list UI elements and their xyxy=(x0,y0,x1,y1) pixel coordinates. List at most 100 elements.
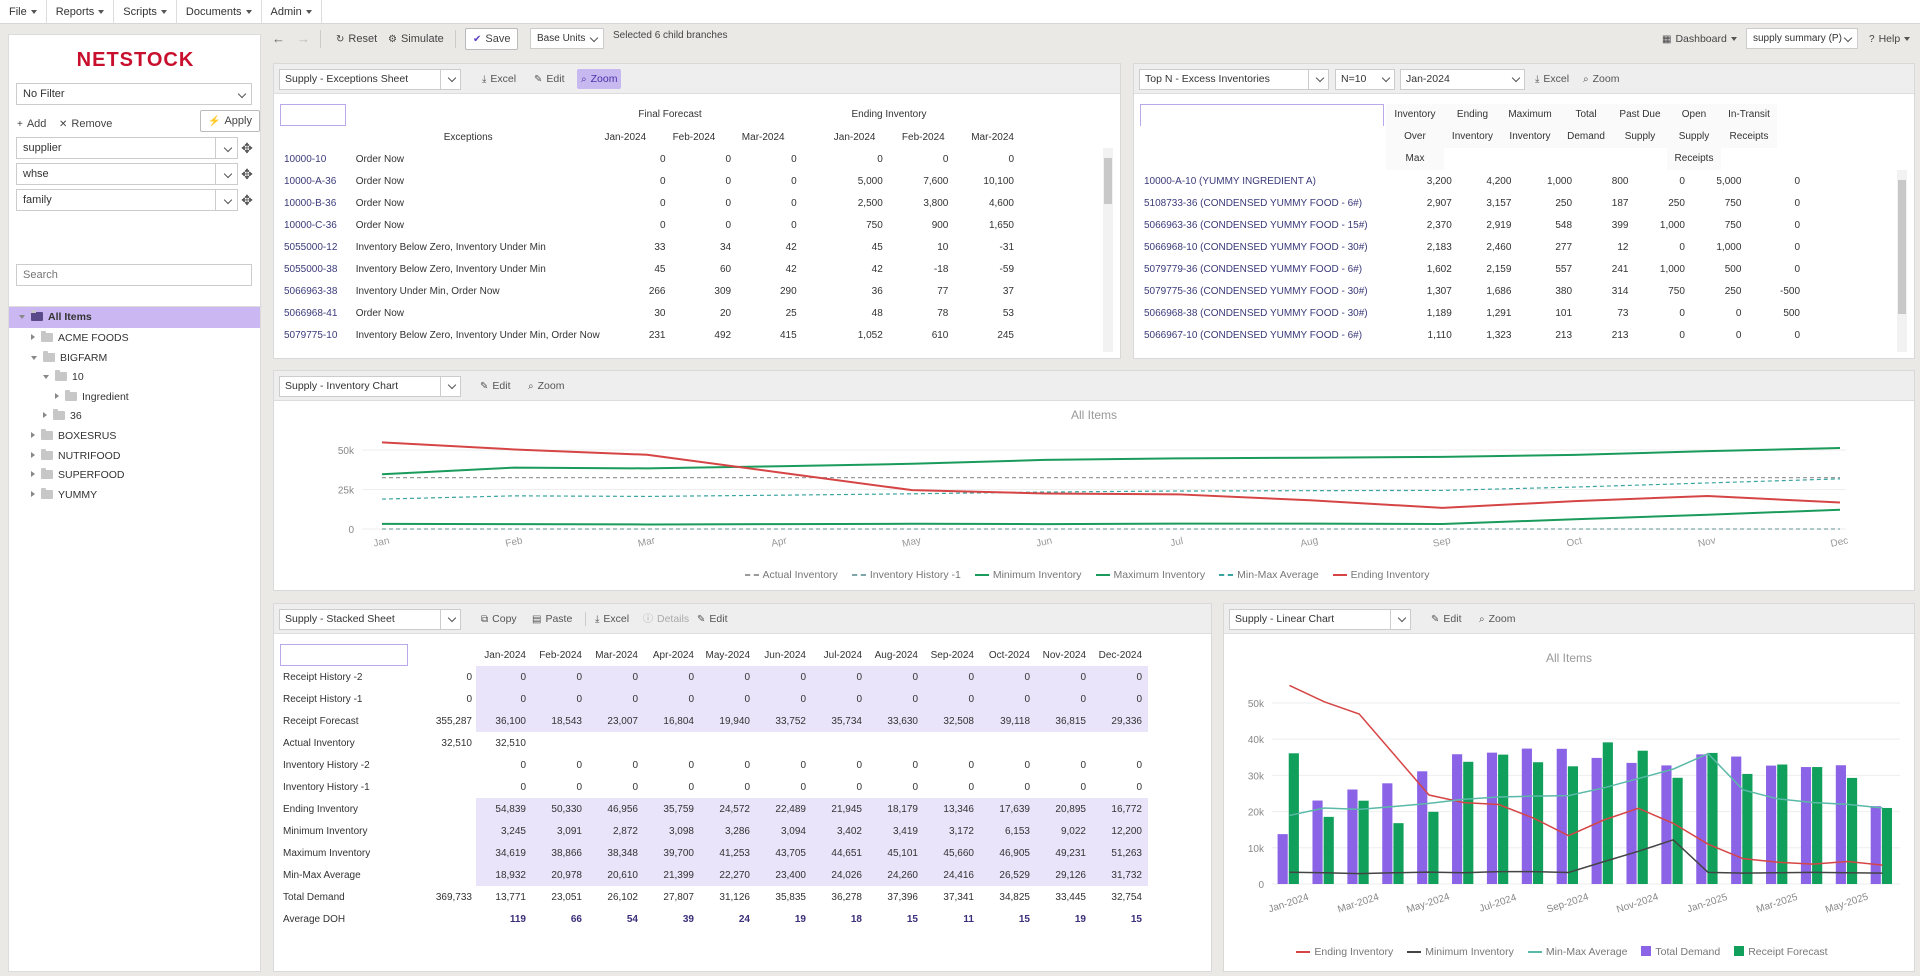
table-cell[interactable]: 0 xyxy=(476,688,532,710)
tree-node[interactable]: 10 xyxy=(43,368,84,387)
table-cell[interactable]: 0 xyxy=(576,781,582,793)
table-cell[interactable]: 0 xyxy=(856,759,862,771)
edit-button[interactable]: ✎ Edit xyxy=(476,376,514,396)
table-row[interactable]: Actual Inventory 32,510 32,510 xyxy=(280,732,1148,754)
table-cell[interactable]: 0 xyxy=(576,759,582,771)
table-cell[interactable]: 0 xyxy=(912,759,918,771)
table-row[interactable]: Total Demand 369,733 13,771 23,051 26,102 27,… xyxy=(280,886,1148,908)
table-row[interactable]: 5108733-36 (CONDENSED YUMMY FOOD - 6#) 2,… xyxy=(1140,192,1806,214)
table-cell[interactable]: 3,094 xyxy=(756,820,812,842)
tree-node[interactable]: ACME FOODS xyxy=(31,329,129,348)
table-cell[interactable]: 22,270 xyxy=(700,864,756,886)
excel-button[interactable]: ⤓ Excel xyxy=(478,69,520,89)
add-button[interactable]: + Add xyxy=(17,113,46,135)
topn-count-select[interactable]: N=10 xyxy=(1335,69,1395,90)
table-cell[interactable]: 0 xyxy=(1036,666,1092,688)
item-code[interactable]: 5055000-12 xyxy=(284,241,338,253)
tree-node[interactable]: Ingredient xyxy=(55,388,129,407)
menu-reports[interactable]: Reports xyxy=(47,0,115,24)
table-cell[interactable]: 17,639 xyxy=(980,798,1036,820)
table-cell[interactable] xyxy=(980,732,1036,754)
table-cell[interactable]: 0 xyxy=(756,688,812,710)
table-cell[interactable]: 36,278 xyxy=(831,891,862,903)
dimension-select-supplier[interactable]: supplier xyxy=(16,137,238,159)
item-name[interactable]: 5108733-36 (CONDENSED YUMMY FOOD - 6#) xyxy=(1144,197,1363,209)
topn-view-select[interactable]: Top N - Excess Inventories xyxy=(1139,69,1329,90)
table-cell[interactable]: 22,489 xyxy=(756,798,812,820)
table-cell[interactable]: 32,510 xyxy=(495,737,526,749)
table-row[interactable]: 5066968-41 Order Now 30 20 25 48 78 53 xyxy=(280,302,1020,324)
table-cell[interactable]: 34,825 xyxy=(999,891,1030,903)
table-row[interactable]: 5066968-38 (CONDENSED YUMMY FOOD - 30#) 1… xyxy=(1140,302,1806,324)
legend-item[interactable]: Inventory History -1 xyxy=(851,569,961,581)
table-cell[interactable]: 0 xyxy=(688,759,694,771)
scrollbar[interactable] xyxy=(1897,170,1907,352)
table-cell[interactable]: 20,610 xyxy=(588,864,644,886)
table-cell[interactable]: 3,419 xyxy=(868,820,924,842)
zoom-button[interactable]: ⌕ Zoom xyxy=(1579,69,1623,89)
table-cell[interactable]: 18 xyxy=(850,913,862,925)
table-cell[interactable]: 37,341 xyxy=(943,891,974,903)
table-cell[interactable]: 0 xyxy=(700,688,756,710)
grid-corner-cell[interactable] xyxy=(280,104,346,126)
table-row[interactable]: Ending Inventory 54,839 50,330 46,956 35,759… xyxy=(280,798,1148,820)
item-name[interactable]: 10000-A-10 (YUMMY INGREDIENT A) xyxy=(1144,175,1316,187)
table-cell[interactable]: 49,231 xyxy=(1036,842,1092,864)
table-cell[interactable]: 16,772 xyxy=(1092,798,1148,820)
table-cell[interactable]: 0 xyxy=(588,666,644,688)
details-button[interactable]: ⓘ Details xyxy=(639,609,693,629)
table-cell[interactable]: 0 xyxy=(968,781,974,793)
copy-button[interactable]: ⧉ Copy xyxy=(477,609,521,629)
table-cell[interactable]: 24,416 xyxy=(924,864,980,886)
linear-view-select[interactable]: Supply - Linear Chart xyxy=(1229,609,1411,630)
table-cell[interactable]: 0 xyxy=(588,688,644,710)
units-select[interactable]: Base Units xyxy=(530,28,604,49)
table-cell[interactable]: 32,754 xyxy=(1111,891,1142,903)
back-arrow-icon[interactable]: ← xyxy=(272,31,285,46)
scrollbar[interactable] xyxy=(1103,148,1113,352)
table-cell[interactable]: 0 xyxy=(968,759,974,771)
table-cell[interactable]: 46,956 xyxy=(588,798,644,820)
table-cell[interactable]: 24,260 xyxy=(868,864,924,886)
table-cell[interactable]: 39,700 xyxy=(644,842,700,864)
item-code[interactable]: 5079775-10 xyxy=(284,329,338,341)
tree-node[interactable]: BOXESRUS xyxy=(31,427,116,446)
table-cell[interactable]: 0 xyxy=(688,781,694,793)
table-row[interactable]: 5055000-38 Inventory Below Zero, Inventor… xyxy=(280,258,1020,280)
table-cell[interactable]: 2,872 xyxy=(588,820,644,842)
menu-documents[interactable]: Documents xyxy=(177,0,262,24)
table-row[interactable]: 5055000-12 Inventory Below Zero, Inventor… xyxy=(280,236,1020,258)
table-cell[interactable]: 45,660 xyxy=(924,842,980,864)
table-cell[interactable]: 0 xyxy=(700,666,756,688)
table-cell[interactable] xyxy=(1092,732,1148,754)
table-cell[interactable]: 0 xyxy=(800,759,806,771)
table-cell[interactable]: 29,126 xyxy=(1036,864,1092,886)
grid-corner-cell[interactable] xyxy=(1140,104,1384,126)
table-cell[interactable]: 0 xyxy=(1080,759,1086,771)
item-name[interactable]: 5079775-36 (CONDENSED YUMMY FOOD - 30#) xyxy=(1144,285,1368,297)
legend-item[interactable]: Minimum Inventory xyxy=(1407,946,1514,958)
item-code[interactable]: 5066968-41 xyxy=(284,307,338,319)
item-code[interactable]: 10000-A-36 xyxy=(284,175,337,187)
table-cell[interactable]: 0 xyxy=(520,781,526,793)
table-row[interactable]: 5066968-10 (CONDENSED YUMMY FOOD - 30#) 2… xyxy=(1140,236,1806,258)
menu-scripts[interactable]: Scripts xyxy=(114,0,177,24)
table-cell[interactable]: 0 xyxy=(868,666,924,688)
legend-item[interactable]: Minimum Inventory xyxy=(974,569,1082,581)
table-cell[interactable]: 0 xyxy=(756,666,812,688)
table-cell[interactable]: 51,263 xyxy=(1092,842,1148,864)
table-row[interactable]: Maximum Inventory 34,619 38,866 38,348 39,70… xyxy=(280,842,1148,864)
table-cell[interactable]: 0 xyxy=(644,688,700,710)
table-cell[interactable]: 50,330 xyxy=(532,798,588,820)
table-cell[interactable]: 20,978 xyxy=(532,864,588,886)
table-cell[interactable]: 0 xyxy=(632,759,638,771)
menu-admin[interactable]: Admin xyxy=(262,0,322,24)
legend-item[interactable]: Actual Inventory xyxy=(744,569,838,581)
apply-button[interactable]: ⚡ Apply xyxy=(200,110,260,132)
stacked-view-select[interactable]: Supply - Stacked Sheet xyxy=(279,609,461,630)
table-cell[interactable]: 15 xyxy=(1130,913,1142,925)
table-cell[interactable] xyxy=(588,732,644,754)
legend-item[interactable]: Maximum Inventory xyxy=(1095,569,1205,581)
table-cell[interactable]: 3,091 xyxy=(532,820,588,842)
table-cell[interactable]: 0 xyxy=(980,688,1036,710)
